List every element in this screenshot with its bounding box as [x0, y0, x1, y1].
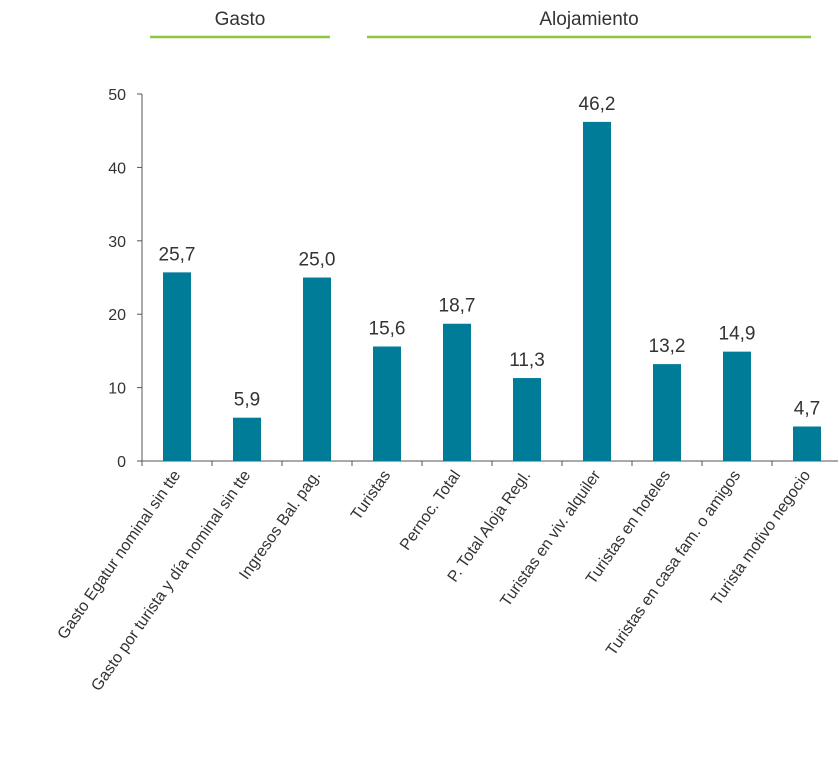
- x-category-label: Pernoc. Total: [397, 468, 464, 554]
- bar: [373, 346, 401, 461]
- group-header-layer: Gasto Alojamiento: [150, 9, 811, 39]
- x-category-label: Turistas en casa fam. o amigos: [603, 468, 744, 659]
- y-tick-label: 40: [108, 160, 126, 177]
- group-label: Alojamiento: [539, 9, 638, 30]
- y-tick-label: 20: [108, 307, 126, 324]
- bar: [303, 277, 331, 461]
- bar: [443, 323, 471, 461]
- data-label: 4,7: [794, 399, 820, 420]
- bar-layer: [163, 121, 821, 461]
- data-label: 25,7: [159, 244, 196, 265]
- data-label: 15,6: [369, 318, 406, 339]
- data-label: 18,7: [439, 296, 476, 317]
- bar: [583, 121, 611, 461]
- data-label: 14,9: [719, 324, 756, 345]
- y-tick-label: 0: [117, 454, 126, 471]
- y-tick-label: 10: [108, 381, 126, 398]
- data-label: 11,3: [509, 350, 545, 371]
- x-category-label: Gasto Egatur nominal sin tte: [55, 467, 185, 642]
- bar: [233, 417, 261, 461]
- data-label: 25,0: [299, 250, 336, 271]
- y-tick-label: 50: [108, 87, 126, 104]
- group-label: Gasto: [215, 9, 266, 30]
- x-category-label: Ingresos Bal. pag.: [236, 468, 324, 583]
- x-category-label: Gasto por turista y día nominal sin tte: [88, 467, 254, 694]
- bar: [513, 378, 541, 461]
- data-label: 5,9: [234, 390, 260, 411]
- bar: [793, 426, 821, 461]
- bar: [163, 272, 191, 461]
- data-label: 46,2: [579, 94, 616, 115]
- bar: [723, 351, 751, 461]
- y-tick-label: 30: [108, 234, 126, 251]
- bar: [653, 364, 681, 461]
- x-category-label: Turistas: [348, 468, 394, 524]
- data-label: 13,2: [649, 336, 686, 357]
